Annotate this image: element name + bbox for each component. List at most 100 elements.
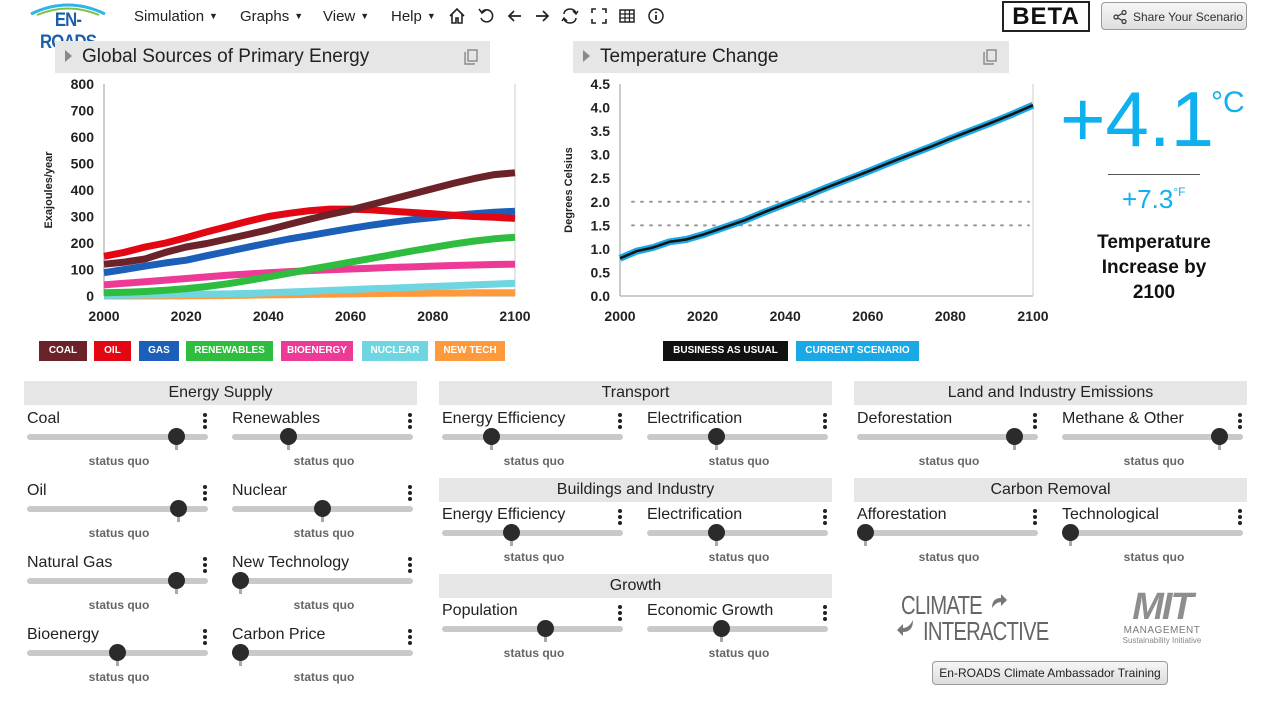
slider-track[interactable]: [232, 650, 413, 656]
more-options-icon[interactable]: [822, 413, 828, 429]
series-line-nuclear: [103, 279, 516, 299]
more-options-icon[interactable]: [407, 485, 413, 501]
slider-handle[interactable]: [707, 428, 725, 445]
slider-handle[interactable]: [314, 500, 331, 517]
slider-technological: Technological status quo: [1059, 506, 1249, 576]
share-scenario-button[interactable]: Share Your Scenario: [1101, 2, 1247, 30]
more-options-icon[interactable]: [1032, 509, 1038, 525]
mit-logo-text: MIT: [1132, 586, 1193, 628]
more-options-icon[interactable]: [822, 605, 828, 621]
more-options-icon[interactable]: [617, 605, 623, 621]
legend-renewables[interactable]: RENEWABLES: [186, 341, 273, 361]
temperature-caption: Temperature Increase by 2100: [1097, 232, 1211, 303]
x-tick-label: 2060: [852, 308, 883, 324]
slider-track[interactable]: [857, 434, 1038, 440]
slider-track[interactable]: [647, 626, 828, 632]
fahrenheit-unit: °F: [1173, 185, 1186, 199]
more-options-icon[interactable]: [1237, 509, 1243, 525]
slider-track[interactable]: [647, 530, 828, 536]
fullscreen-icon[interactable]: [589, 6, 609, 26]
slider-handle[interactable]: [1211, 428, 1229, 445]
slider-handle[interactable]: [707, 524, 725, 541]
y-tick-label: 0: [86, 288, 94, 304]
more-options-icon[interactable]: [1032, 413, 1038, 429]
forward-icon[interactable]: [532, 6, 552, 26]
slider-handle[interactable]: [169, 500, 187, 517]
slider-handle[interactable]: [483, 428, 500, 445]
menu-simulation[interactable]: Simulation ▼: [134, 8, 218, 25]
expand-triangle-icon[interactable]: [65, 50, 72, 62]
legend-current-scenario[interactable]: CURRENT SCENARIO: [796, 341, 919, 361]
slider-label: Afforestation: [857, 506, 947, 523]
compare-icon[interactable]: [560, 6, 580, 26]
more-options-icon[interactable]: [202, 629, 208, 645]
legend-business-as-usual[interactable]: BUSINESS AS USUAL: [663, 341, 788, 361]
info-icon[interactable]: [646, 6, 666, 26]
y-tick-label: 0.0: [591, 288, 611, 304]
menu-help[interactable]: Help ▼: [391, 8, 436, 25]
back-icon[interactable]: [505, 6, 525, 26]
slider-handle[interactable]: [857, 524, 874, 541]
mit-management-logo[interactable]: MIT MANAGEMENT Sustainability Initiative: [1110, 588, 1214, 646]
legend-oil[interactable]: OIL: [94, 341, 131, 361]
slider-handle[interactable]: [232, 644, 249, 661]
slider-track[interactable]: [442, 530, 623, 536]
legend-bioenergy[interactable]: BIOENERGY: [281, 341, 353, 361]
slider-track[interactable]: [27, 434, 208, 440]
more-options-icon[interactable]: [202, 485, 208, 501]
slider-track[interactable]: [857, 530, 1038, 536]
climate-interactive-logo[interactable]: CLIMATE INTERACTIVE: [893, 588, 1049, 646]
slider-handle[interactable]: [168, 572, 186, 589]
y-tick-label: 4.5: [591, 76, 611, 92]
copy-icon[interactable]: [462, 48, 480, 66]
slider-track[interactable]: [27, 506, 208, 512]
ci-arrow-icon: [992, 594, 1007, 608]
slider-handle[interactable]: [168, 428, 186, 445]
slider-track[interactable]: [27, 578, 208, 584]
more-options-icon[interactable]: [202, 413, 208, 429]
legend-nuclear[interactable]: NUCLEAR: [362, 341, 428, 361]
slider-handle[interactable]: [537, 620, 555, 637]
slider-coal: Coal status quo: [24, 410, 214, 480]
legend-gas[interactable]: GAS: [139, 341, 179, 361]
slider-track[interactable]: [232, 434, 413, 440]
more-options-icon[interactable]: [1237, 413, 1243, 429]
legend-new-tech[interactable]: NEW TECH: [435, 341, 505, 361]
slider-carbon-price: Carbon Price status quo: [229, 626, 419, 696]
menu-graphs[interactable]: Graphs ▼: [240, 8, 303, 25]
slider-handle[interactable]: [1006, 428, 1024, 445]
more-options-icon[interactable]: [202, 557, 208, 573]
table-icon[interactable]: [617, 6, 637, 26]
slider-track[interactable]: [1062, 434, 1243, 440]
more-options-icon[interactable]: [822, 509, 828, 525]
copy-icon[interactable]: [981, 48, 999, 66]
slider-track[interactable]: [1062, 530, 1243, 536]
slider-handle[interactable]: [502, 524, 520, 541]
slider-handle[interactable]: [279, 428, 297, 445]
y-tick-label: 100: [71, 262, 95, 278]
slider-handle[interactable]: [1062, 524, 1079, 541]
slider-handle[interactable]: [232, 572, 249, 589]
slider-handle[interactable]: [109, 644, 126, 661]
more-options-icon[interactable]: [617, 509, 623, 525]
more-options-icon[interactable]: [407, 629, 413, 645]
slider-handle[interactable]: [712, 620, 730, 637]
y-tick-label: 200: [71, 235, 95, 251]
legend-coal[interactable]: COAL: [39, 341, 87, 361]
slider-track[interactable]: [442, 626, 623, 632]
expand-triangle-icon[interactable]: [583, 50, 590, 62]
home-icon[interactable]: [447, 6, 467, 26]
ambassador-training-button[interactable]: En-ROADS Climate Ambassador Training: [932, 661, 1168, 685]
slider-natural-gas: Natural Gas status quo: [24, 554, 214, 624]
more-options-icon[interactable]: [407, 557, 413, 573]
slider-track[interactable]: [442, 434, 623, 440]
slider-track[interactable]: [232, 578, 413, 584]
undo-icon[interactable]: [477, 6, 497, 26]
series-line-business-as-usual: [619, 104, 1034, 260]
more-options-icon[interactable]: [617, 413, 623, 429]
x-tick-label: 2000: [604, 308, 635, 324]
more-options-icon[interactable]: [407, 413, 413, 429]
slider-track[interactable]: [647, 434, 828, 440]
menu-view[interactable]: View ▼: [323, 8, 369, 25]
energy-graph-header: Global Sources of Primary Energy: [55, 41, 490, 73]
